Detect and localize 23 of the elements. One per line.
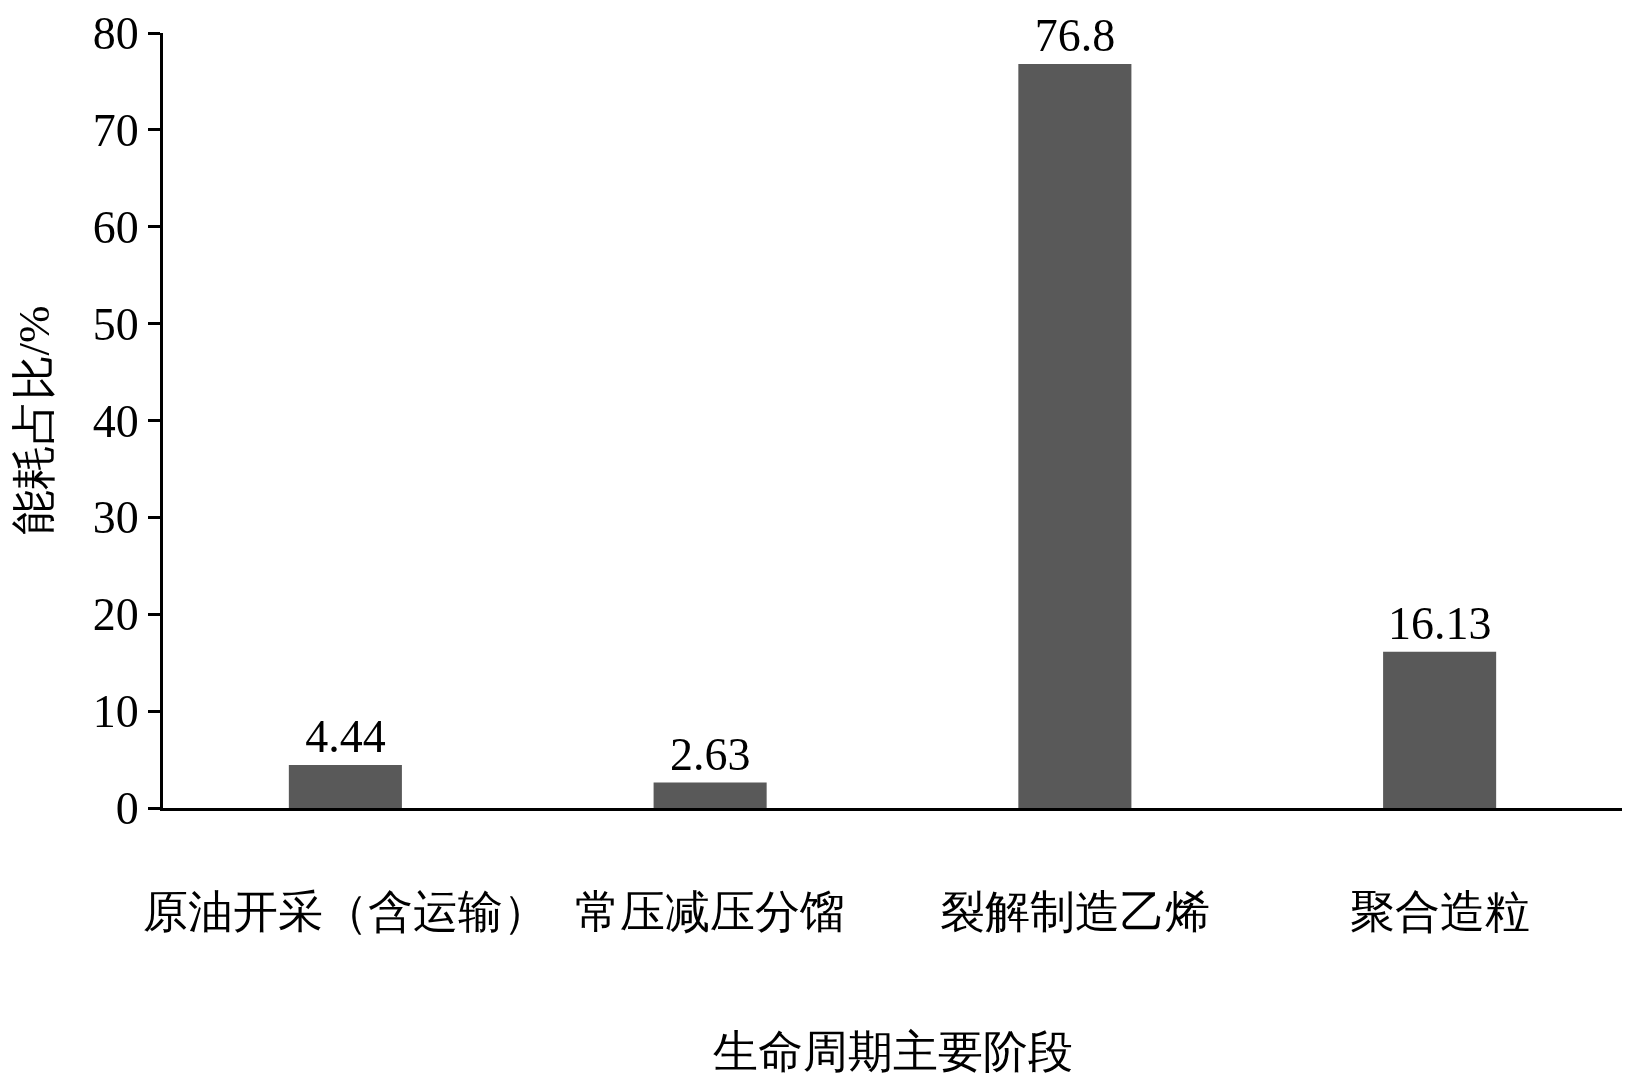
y-tick-label: 40	[92, 395, 139, 447]
x-tick-label: 聚合造粒	[1349, 887, 1530, 937]
bar	[1383, 651, 1497, 808]
y-tick-label: 30	[92, 492, 139, 544]
x-tick-label: 裂解制造乙烯	[939, 887, 1210, 937]
bar	[288, 764, 402, 808]
y-tick-label: 80	[92, 8, 139, 60]
x-axis-title: 生命周期主要阶段	[712, 1027, 1073, 1077]
data-label: 16.13	[1387, 597, 1492, 649]
y-tick-label: 70	[92, 104, 139, 156]
y-axis-title: 能耗占比/%	[8, 305, 59, 536]
y-tick-label: 20	[92, 589, 139, 641]
y-tick-label: 60	[92, 201, 139, 253]
y-tick-label: 10	[92, 686, 139, 738]
data-label: 4.44	[305, 710, 386, 762]
x-tick-label: 常压减压分馏	[575, 887, 846, 937]
y-tick-label: 0	[115, 783, 139, 835]
data-label: 2.63	[669, 728, 751, 780]
bar	[653, 782, 767, 808]
bar	[1018, 64, 1132, 808]
data-label: 76.8	[1034, 10, 1116, 61]
x-tick-label: 原油开采（含运输）	[142, 887, 548, 937]
y-tick-label: 50	[92, 298, 139, 350]
